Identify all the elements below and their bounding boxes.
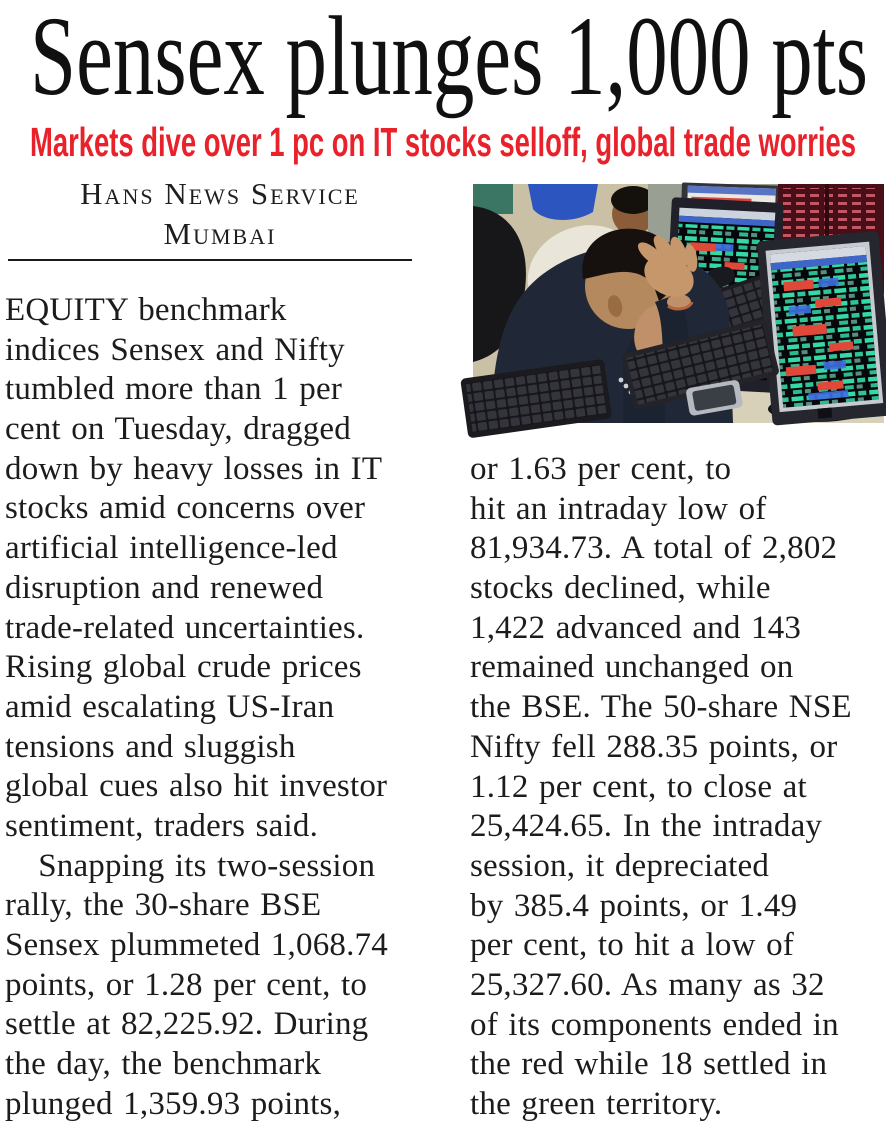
article-line: stocks amid concerns over <box>5 490 366 527</box>
article-line: the green territory. <box>470 1086 723 1122</box>
article-line: artificial intelligence-led <box>5 530 338 567</box>
article-line: settle at 82,225.92. During <box>5 1006 369 1043</box>
article-line: 25,327.60. As many as 32 <box>470 966 825 1003</box>
keyboard-lower <box>460 359 612 438</box>
article-line: 1.12 per cent, to close at <box>470 768 807 805</box>
article-line: points, or 1.28 per cent, to <box>5 966 368 1003</box>
trading-floor-photo <box>460 182 886 438</box>
article-line: global cues also hit investor <box>5 768 388 805</box>
byline-agency: Hans News Service <box>80 176 360 211</box>
article-line: by 385.4 points, or 1.49 <box>470 887 798 924</box>
article-line: rally, the 30-share BSE <box>5 887 322 924</box>
article-line: Snapping its two-session <box>5 847 376 884</box>
subheadline: Markets dive over 1 pc on IT stocks sell… <box>30 119 856 165</box>
article-column-right: or 1.63 per cent, to hit an intraday low … <box>470 450 886 1125</box>
article-line: per cent, to hit a low of <box>470 927 794 964</box>
smartphone <box>686 380 743 416</box>
article-line: the BSE. The 50-share NSE <box>470 689 852 726</box>
article-line: remained unchanged on <box>470 649 794 686</box>
article-line: tumbled more than 1 per <box>5 371 343 408</box>
article-line: Nifty fell 288.35 points, or <box>470 728 838 765</box>
headline-block: Sensex plunges 1,000 pts <box>30 0 868 119</box>
article-line: Rising global crude prices <box>5 649 362 686</box>
article-line: session, it depreciated <box>470 847 770 884</box>
article-line: indices Sensex and Nifty <box>5 331 345 368</box>
headline: Sensex plunges 1,000 pts <box>30 0 868 119</box>
byline-location: Mumbai <box>163 216 277 251</box>
hand-on-head <box>637 235 698 297</box>
trading-monitor-right <box>757 231 886 426</box>
trading-floor-photo-art <box>460 182 886 438</box>
article-line: or 1.63 per cent, to <box>470 451 732 487</box>
subheadline-block: Markets dive over 1 pc on IT stocks sell… <box>30 119 856 165</box>
byline-divider <box>8 259 412 261</box>
article-line: down by heavy losses in IT <box>5 450 383 487</box>
article-line: hit an intraday low of <box>470 490 767 527</box>
byline: Hans News Service Mumbai <box>0 174 440 254</box>
article-line: 25,424.65. In the intraday <box>470 808 823 845</box>
copper-bracelet <box>667 301 694 311</box>
article-line: of its components ended in <box>470 1006 839 1043</box>
article-line: trade-related uncertainties. <box>5 609 365 646</box>
keyboard-middle <box>621 319 779 410</box>
article-column-left: EQUITY benchmark indices Sensex and Nifty… <box>5 291 445 1124</box>
article-line: EQUITY benchmark <box>5 292 287 328</box>
article-line: the day, the benchmark <box>5 1046 322 1083</box>
article-line: 1,422 advanced and 143 <box>470 609 802 646</box>
article-line: the red while 18 settled in <box>470 1046 828 1083</box>
article-line: stocks declined, while <box>470 570 771 607</box>
background-person-blue <box>528 184 598 220</box>
article-line: cent on Tuesday, dragged <box>5 411 351 448</box>
article-line: tensions and sluggish <box>5 728 296 765</box>
article-line: plunged 1,359.93 points, <box>5 1085 342 1122</box>
article-line: Sensex plummeted 1,068.74 <box>5 927 388 963</box>
article-line: 81,934.73. A total of 2,802 <box>470 530 838 567</box>
article-line: disruption and renewed <box>5 569 324 606</box>
article-line: amid escalating US-Iran <box>5 688 335 725</box>
article-line: sentiment, traders said. <box>5 807 319 844</box>
